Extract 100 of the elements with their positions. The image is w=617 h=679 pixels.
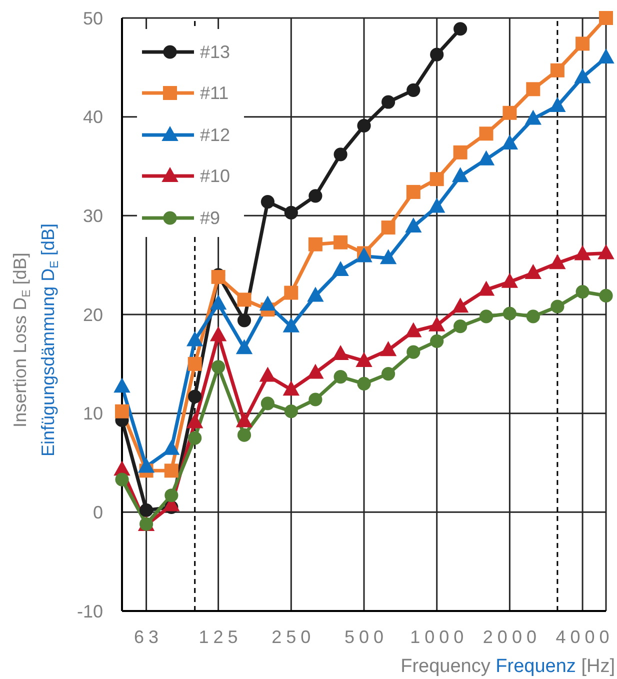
point bbox=[236, 412, 252, 428]
point bbox=[405, 218, 422, 233]
point bbox=[283, 318, 300, 332]
point bbox=[357, 376, 371, 390]
point bbox=[186, 332, 203, 346]
point bbox=[574, 68, 591, 84]
y-tick-label: 40 bbox=[82, 107, 103, 128]
point bbox=[550, 300, 564, 314]
point bbox=[478, 281, 494, 296]
point bbox=[332, 346, 349, 360]
point bbox=[428, 198, 445, 213]
x-tick-label: 500 bbox=[344, 626, 388, 647]
point bbox=[237, 292, 252, 307]
point bbox=[260, 396, 274, 410]
point bbox=[164, 464, 178, 478]
point bbox=[283, 381, 300, 396]
point bbox=[332, 262, 349, 276]
point bbox=[260, 296, 276, 311]
point bbox=[406, 345, 420, 359]
point bbox=[502, 106, 517, 120]
point bbox=[334, 370, 348, 384]
point bbox=[406, 184, 420, 199]
legend-label: #12 bbox=[200, 124, 230, 145]
point bbox=[550, 63, 564, 78]
point bbox=[502, 135, 518, 150]
point bbox=[576, 36, 590, 51]
point bbox=[284, 286, 298, 300]
point bbox=[502, 273, 518, 288]
point bbox=[308, 237, 322, 252]
point bbox=[526, 82, 540, 96]
point bbox=[380, 342, 396, 356]
point bbox=[479, 126, 494, 141]
point bbox=[454, 320, 468, 334]
point bbox=[307, 287, 324, 302]
point bbox=[284, 206, 298, 220]
point bbox=[186, 414, 203, 428]
point bbox=[237, 428, 252, 442]
point bbox=[502, 306, 516, 320]
point bbox=[115, 472, 129, 486]
point bbox=[115, 404, 129, 418]
point bbox=[357, 118, 371, 133]
point bbox=[525, 264, 542, 279]
point bbox=[236, 340, 252, 354]
point bbox=[381, 95, 396, 109]
point bbox=[453, 145, 468, 160]
legend-label: #13 bbox=[200, 42, 230, 62]
point bbox=[428, 316, 445, 332]
y-tick-label: 50 bbox=[82, 8, 103, 28]
point bbox=[284, 404, 298, 418]
point bbox=[139, 503, 154, 517]
y-tick-label: 20 bbox=[82, 304, 103, 325]
x-tick-label: 125 bbox=[198, 626, 242, 647]
legend-label: #10 bbox=[200, 166, 230, 186]
y-tick-label: 10 bbox=[82, 404, 103, 424]
point bbox=[237, 314, 252, 328]
point bbox=[406, 83, 420, 97]
point bbox=[138, 458, 154, 473]
point bbox=[260, 367, 276, 382]
point bbox=[525, 110, 542, 125]
point bbox=[307, 364, 324, 379]
point bbox=[212, 360, 226, 374]
point bbox=[210, 295, 226, 310]
point bbox=[334, 235, 348, 250]
point bbox=[188, 431, 202, 445]
point bbox=[188, 356, 202, 371]
point bbox=[356, 352, 372, 367]
x-tick-label: 2000 bbox=[482, 626, 541, 647]
point bbox=[381, 367, 396, 381]
y-tick-label: 0 bbox=[92, 502, 103, 523]
point bbox=[549, 254, 566, 270]
x-tick-label: 63 bbox=[134, 626, 164, 647]
point bbox=[381, 220, 396, 235]
y-tick-label: 30 bbox=[82, 206, 103, 226]
point bbox=[454, 22, 468, 36]
point bbox=[526, 310, 540, 324]
x-tick-label: 1000 bbox=[410, 626, 468, 647]
point bbox=[599, 11, 613, 25]
point bbox=[163, 440, 180, 455]
point bbox=[188, 390, 202, 404]
point bbox=[430, 172, 444, 186]
point bbox=[164, 488, 178, 502]
point bbox=[478, 150, 494, 166]
x-axis-title: Frequency Frequenz [Hz] bbox=[400, 656, 615, 677]
point bbox=[599, 288, 613, 303]
point bbox=[549, 97, 566, 112]
point bbox=[598, 244, 614, 260]
legend-label: #11 bbox=[200, 83, 229, 104]
legend-label: #9 bbox=[200, 208, 220, 228]
point bbox=[114, 378, 130, 393]
point bbox=[430, 334, 444, 348]
point bbox=[405, 322, 422, 338]
x-tick-label: 250 bbox=[272, 626, 316, 647]
point bbox=[576, 284, 590, 299]
point bbox=[598, 49, 614, 64]
x-tick-label: 4000 bbox=[556, 626, 614, 647]
point bbox=[260, 195, 274, 209]
y-tick-label: -10 bbox=[76, 601, 103, 622]
point bbox=[308, 189, 322, 203]
point bbox=[380, 250, 396, 264]
point bbox=[430, 48, 444, 62]
